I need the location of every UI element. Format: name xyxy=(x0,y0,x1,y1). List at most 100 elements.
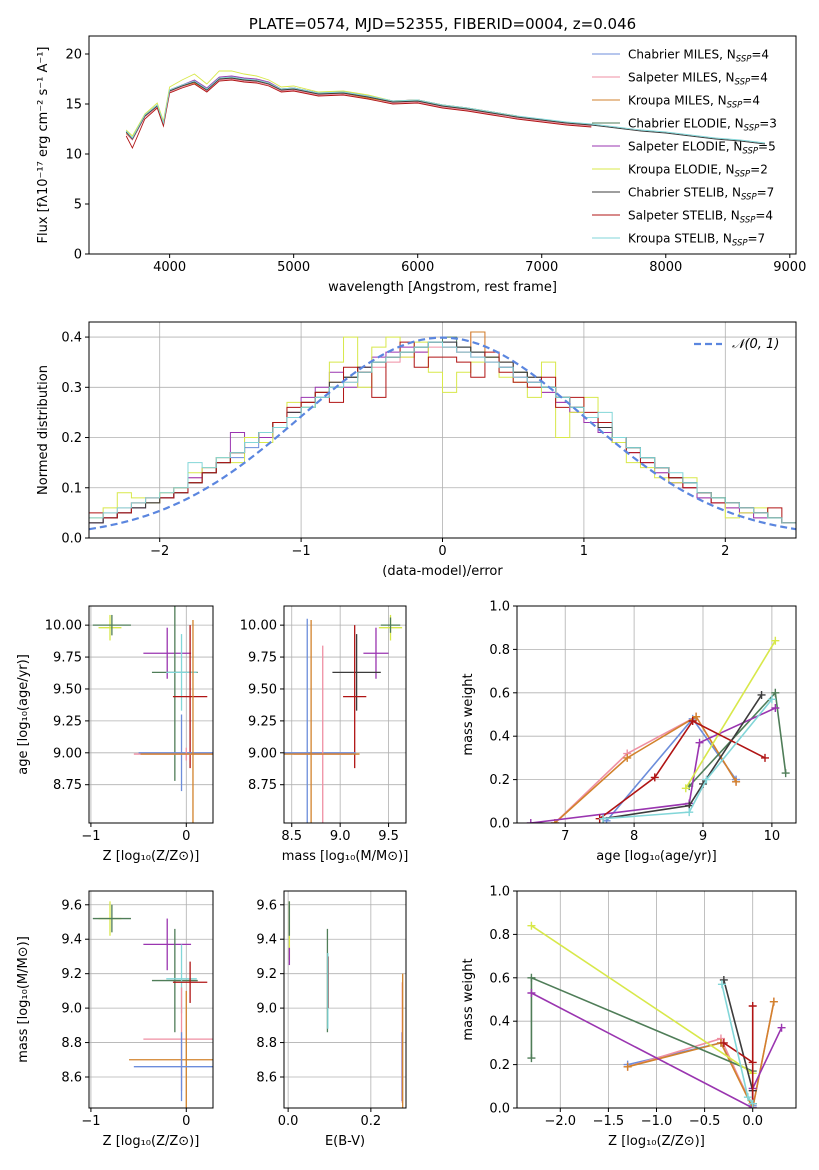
plot-area xyxy=(527,921,786,1108)
plus-marker xyxy=(771,703,780,712)
y-tick-label: 1.0 xyxy=(489,600,510,615)
y-tick-label: 0.8 xyxy=(489,643,510,658)
error-bar-point xyxy=(284,618,356,823)
x-axis-label: wavelength [Angstrom, rest frame] xyxy=(328,280,557,295)
series-line xyxy=(125,79,592,150)
axes-frame xyxy=(283,890,407,1109)
plot-area xyxy=(125,70,766,150)
y-tick-label: 9.75 xyxy=(248,651,277,666)
legend-label-tail: =3 xyxy=(759,117,777,131)
panel-residuals: −2 −1 0 1 2 0.0 0.1 0.2 0.3 0.4 (data-model)/error… xyxy=(36,321,797,579)
x-tick-label: 0 xyxy=(182,829,190,844)
y-tick-label: 0.2 xyxy=(489,773,510,788)
x-tick-label: 8 xyxy=(630,829,638,844)
legend-label: Chabrier ELODIE, NSSP=3 xyxy=(628,117,777,134)
series-line xyxy=(530,925,754,1074)
plus-marker xyxy=(748,1099,757,1108)
plus-marker xyxy=(781,769,790,778)
series-line xyxy=(125,70,517,137)
y-axis-label: Normed distribution xyxy=(36,365,51,495)
error-bar-point xyxy=(133,1032,213,1102)
plus-marker xyxy=(599,814,608,823)
y-tick-label: 9.0 xyxy=(61,1002,82,1017)
plus-marker xyxy=(527,921,536,930)
plus-marker xyxy=(743,1093,752,1102)
y-tick-label: 9.00 xyxy=(53,746,82,761)
series-line xyxy=(723,979,754,1104)
plus-marker xyxy=(732,777,741,786)
plus-marker xyxy=(527,973,536,982)
legend-label-tail: =4 xyxy=(755,209,773,223)
plus-marker xyxy=(771,636,780,645)
y-tick-label: 9.25 xyxy=(53,714,82,729)
legend-label-tail: =4 xyxy=(742,94,760,108)
y-tick-label: 9.4 xyxy=(61,933,82,948)
legend-label: Kroupa ELODIE, NSSP=2 xyxy=(628,163,768,180)
y-tick-label: 0.4 xyxy=(489,1015,510,1030)
x-axis-label: Z [log₁₀(Z/Z⊙)] xyxy=(103,849,200,864)
y-tick-label: 0.8 xyxy=(489,928,510,943)
legend-label-tail: =4 xyxy=(751,48,769,62)
x-tick-label: 2 xyxy=(721,544,729,559)
y-tick-label: 10.00 xyxy=(240,619,277,634)
x-tick-label: 0.2 xyxy=(361,1114,382,1129)
legend: 𝒩(0, 1) xyxy=(694,337,779,352)
x-tick-label: 6000 xyxy=(401,260,434,275)
x-tick-label: −1.5 xyxy=(593,1114,625,1129)
plus-marker xyxy=(761,753,769,762)
x-axis-label: Z [log₁₀(Z/Z⊙)] xyxy=(608,1134,705,1149)
plus-marker xyxy=(692,712,701,721)
panel-spectrum: 4000 5000 6000 7000 8000 9000 0 5 10 15 20 waveleng… xyxy=(36,15,806,295)
error-bar-point xyxy=(138,714,213,792)
error-bar-point xyxy=(98,614,122,641)
y-axis-label: age [log₁₀(age/yr)] xyxy=(16,654,31,775)
y-tick-label: 9.50 xyxy=(53,682,82,697)
y-tick-label: 5 xyxy=(74,198,82,213)
x-tick-label: −1 xyxy=(292,544,311,559)
panel-age-vs-z: −1 0 8.75 9.00 9.25 9.50 9.75 10.00 Z [log₁₀(Z/Z… xyxy=(16,605,214,864)
panel-mass-vs-ebv: 0.0 0.2 8.6 8.8 9.0 9.2 9.4 9.6 E(B-V) xyxy=(256,890,407,1149)
plot-area xyxy=(288,901,404,1108)
y-axis-label: mass weight xyxy=(461,958,476,1040)
x-tick-label: 9.0 xyxy=(330,829,351,844)
x-tick-label: 4000 xyxy=(153,260,186,275)
error-bar-point xyxy=(143,627,192,679)
legend-label-sub: SSP xyxy=(744,124,760,134)
plot-area xyxy=(92,901,213,1108)
plus-marker xyxy=(623,753,632,762)
legend-label-main: Kroupa ELODIE, N xyxy=(628,163,735,177)
x-axis-label: Z [log₁₀(Z/Z⊙)] xyxy=(103,1134,200,1149)
plus-marker xyxy=(719,1038,728,1047)
y-tick-label: 0.0 xyxy=(489,1102,510,1117)
legend-label-tail: =4 xyxy=(750,71,768,85)
legend-label: Kroupa MILES, NSSP=4 xyxy=(628,94,760,111)
series-line xyxy=(125,77,766,145)
legend-label-main: Salpeter STELIB, N xyxy=(628,209,740,223)
y-tick-label: 8.6 xyxy=(256,1071,277,1086)
legend-label-main: Chabrier STELIB, N xyxy=(628,186,741,200)
axes-frame xyxy=(88,890,214,1109)
y-tick-label: 9.00 xyxy=(248,746,277,761)
x-tick-label: −1.0 xyxy=(641,1114,673,1129)
legend-label-main: Kroupa STELIB, N xyxy=(628,232,732,246)
y-tick-label: 0.0 xyxy=(61,532,82,547)
plus-marker xyxy=(748,1002,757,1011)
legend-label-tail: =5 xyxy=(758,140,776,154)
legend-label: Salpeter MILES, NSSP=4 xyxy=(628,71,768,88)
plus-marker xyxy=(695,738,704,747)
error-bar-point xyxy=(129,990,213,1108)
legend-label-sub: SSP xyxy=(741,193,757,203)
x-tick-label: −0.5 xyxy=(689,1114,721,1129)
panel-age-vs-mass: 8.5 9.0 9.5 8.75 9.00 9.25 9.50 9.75 10.00 mass [… xyxy=(240,605,408,864)
error-bar-point xyxy=(343,625,367,769)
y-tick-label: 10 xyxy=(65,148,82,163)
plus-marker xyxy=(527,988,536,997)
legend-label-sub: SSP xyxy=(727,101,743,111)
y-tick-label: 0.0 xyxy=(489,817,510,832)
legend-label-main: Chabrier ELODIE, N xyxy=(628,117,744,131)
y-tick-label: 0.4 xyxy=(489,730,510,745)
y-tick-label: 0.2 xyxy=(489,1058,510,1073)
legend-label: Chabrier MILES, NSSP=4 xyxy=(628,48,769,65)
legend-label-main: Kroupa MILES, N xyxy=(628,94,727,108)
plus-marker xyxy=(650,773,659,782)
